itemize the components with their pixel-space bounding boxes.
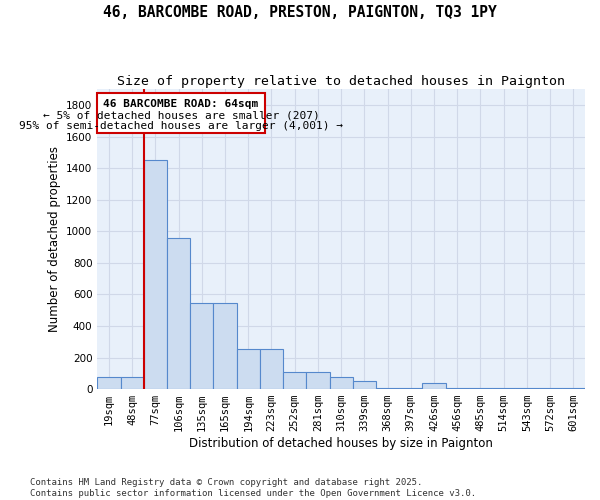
Bar [562, 388, 585, 389]
Bar [307, 372, 329, 389]
Bar [121, 377, 144, 389]
X-axis label: Distribution of detached houses by size in Paignton: Distribution of detached houses by size … [189, 437, 493, 450]
Text: 95% of semi-detached houses are larger (4,001) →: 95% of semi-detached houses are larger (… [19, 121, 343, 131]
Text: ← 5% of detached houses are smaller (207): ← 5% of detached houses are smaller (207… [43, 110, 319, 120]
Bar [376, 388, 399, 389]
Bar [167, 238, 190, 389]
Bar [144, 160, 167, 389]
Bar [399, 388, 422, 389]
Text: 46, BARCOMBE ROAD, PRESTON, PAIGNTON, TQ3 1PY: 46, BARCOMBE ROAD, PRESTON, PAIGNTON, TQ… [103, 5, 497, 20]
Title: Size of property relative to detached houses in Paignton: Size of property relative to detached ho… [117, 75, 565, 88]
Bar [515, 388, 539, 389]
Bar [329, 377, 353, 389]
Bar [236, 350, 260, 389]
Y-axis label: Number of detached properties: Number of detached properties [47, 146, 61, 332]
Bar [469, 388, 492, 389]
Text: 46 BARCOMBE ROAD: 64sqm: 46 BARCOMBE ROAD: 64sqm [103, 100, 259, 110]
Text: Contains HM Land Registry data © Crown copyright and database right 2025.
Contai: Contains HM Land Registry data © Crown c… [30, 478, 476, 498]
Bar [539, 388, 562, 389]
Bar [283, 372, 307, 389]
Bar [422, 383, 446, 389]
Bar [260, 350, 283, 389]
Bar [190, 303, 214, 389]
FancyBboxPatch shape [97, 93, 265, 134]
Bar [97, 377, 121, 389]
Bar [446, 388, 469, 389]
Bar [492, 388, 515, 389]
Bar [353, 381, 376, 389]
Bar [214, 303, 236, 389]
